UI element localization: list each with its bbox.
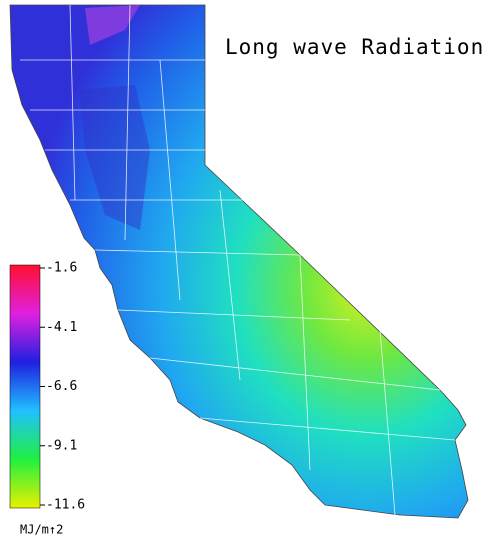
tick-label: -4.1 — [46, 320, 77, 335]
county-lines — [20, 4, 456, 516]
central-valley-blue — [80, 85, 150, 230]
tick-label: -11.6 — [46, 498, 85, 513]
map-title: Long wave Radiation — [225, 35, 484, 59]
north-coast-magenta — [85, 5, 140, 45]
colorbar — [9, 264, 41, 509]
colorbar-ticks: -1.6 -4.1 -6.6 -9.1 -11.6 — [40, 261, 85, 513]
tick-label: -9.1 — [46, 438, 77, 453]
tick-label: -6.6 — [46, 379, 77, 394]
tick-label: -1.6 — [46, 261, 77, 276]
california — [9, 4, 469, 519]
county-line — [20, 59, 456, 441]
county-line — [69, 4, 396, 516]
colorbar-unit: MJ/m↑2 — [20, 523, 63, 537]
